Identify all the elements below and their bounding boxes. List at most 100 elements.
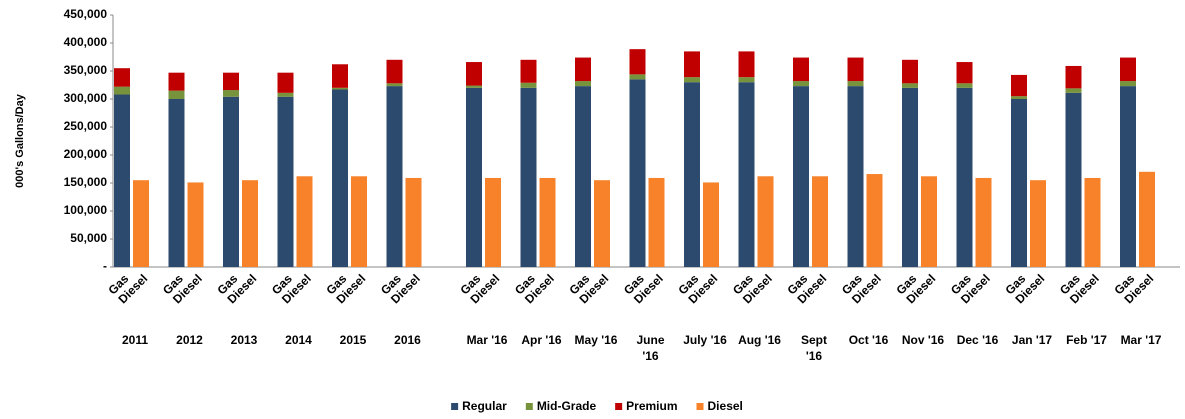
bar-segment	[902, 59, 918, 84]
bar-segment	[757, 176, 774, 267]
x-tick-label: 2013	[230, 333, 258, 347]
bar-segment	[277, 92, 294, 97]
x-tick-label: 2015	[339, 333, 367, 347]
bar-segment	[114, 94, 130, 268]
y-tick-label: 400,000	[64, 35, 108, 49]
x-tick-label: July '16	[683, 333, 727, 347]
bar-segment	[277, 72, 294, 93]
bar-segment	[520, 59, 537, 83]
legend-label: Premium	[626, 399, 677, 413]
bar-segment	[1065, 65, 1082, 89]
x-tick-label: Oct '16	[848, 333, 889, 347]
x-tick-label: 2014	[285, 333, 312, 347]
bar-segment	[703, 182, 719, 267]
bar-segment	[629, 74, 646, 80]
y-tick-label: 50,000	[70, 231, 107, 245]
bar-segment	[187, 182, 204, 267]
bar-segment	[793, 86, 809, 268]
bar-segment	[332, 89, 348, 267]
bar-segment	[1084, 177, 1101, 267]
legend-swatch	[451, 403, 459, 410]
bar-segment	[629, 79, 646, 268]
legend-swatch	[525, 403, 533, 410]
x-tick-label: 2016	[394, 333, 421, 347]
bar-segment	[520, 82, 537, 88]
y-tick-label: 300,000	[64, 91, 108, 105]
bar-segment	[575, 81, 591, 87]
bar-segment	[466, 62, 482, 86]
bar-segment	[793, 81, 809, 87]
bar-segment	[386, 59, 403, 84]
bar-segment	[386, 86, 403, 268]
bar-segment	[1011, 74, 1027, 97]
legend-label: Mid-Grade	[537, 399, 597, 413]
bar-segment	[738, 51, 755, 78]
bar-segment	[847, 86, 864, 268]
x-tick-label: Nov '16	[901, 333, 945, 347]
x-tick-label: Apr '16	[521, 333, 562, 347]
x-tick-label: 2012	[176, 333, 203, 347]
bar-segment	[684, 82, 700, 267]
bar-segment	[1065, 92, 1082, 267]
bar-segment	[629, 49, 646, 75]
bar-segment	[847, 81, 864, 87]
bar-segment	[575, 86, 591, 268]
x-tick-label: Dec '16	[956, 333, 999, 347]
bar-segment	[1120, 57, 1136, 82]
bar-segment	[1011, 99, 1027, 267]
bar-segment	[921, 176, 937, 267]
bar-segment	[223, 90, 239, 97]
bar-segment	[793, 57, 809, 82]
bar-segment	[1139, 171, 1155, 267]
y-axis-label: 000's Gallons/Day	[14, 93, 26, 188]
bar-segment	[386, 83, 403, 87]
bar-segment	[277, 96, 294, 267]
bar-segment	[405, 177, 422, 267]
bar-segment	[738, 77, 755, 83]
bar-segment	[332, 87, 348, 90]
y-tick-label: -	[103, 259, 107, 273]
bar-segment	[168, 90, 185, 99]
bar-segment	[466, 87, 482, 267]
bar-segment	[956, 62, 973, 84]
bar-segment	[648, 177, 665, 267]
y-tick-label: 150,000	[64, 175, 108, 189]
bar-segment	[539, 177, 556, 267]
bar-segment	[975, 177, 992, 267]
bar-segment	[902, 83, 918, 88]
bar-segment	[738, 82, 755, 267]
y-tick-label: 450,000	[64, 7, 108, 21]
x-tick-label: June '16	[636, 333, 665, 363]
x-tick-label: 2011	[121, 333, 149, 347]
bar-segment	[866, 174, 883, 267]
y-tick-label: 100,000	[64, 203, 108, 217]
y-tick-label: 250,000	[64, 119, 108, 133]
bar-segment	[594, 180, 610, 267]
bar-segment	[485, 177, 501, 267]
bar-segment	[133, 180, 149, 267]
x-tick-label: Sept '16	[800, 333, 827, 363]
bar-segment	[847, 57, 864, 82]
bar-segment	[684, 51, 700, 78]
x-tick-label: Feb '17	[1066, 333, 1107, 347]
bar-segment	[1011, 96, 1027, 99]
x-tick-label: Mar '17	[1120, 333, 1162, 347]
bar-segment	[332, 64, 348, 88]
bar-segment	[575, 57, 591, 82]
bar-segment	[684, 77, 700, 83]
bar-segment	[168, 99, 185, 267]
x-tick-label: Aug '16	[738, 333, 781, 347]
bar-segment	[114, 68, 130, 87]
bar-segment	[902, 87, 918, 267]
bar-segment	[466, 85, 482, 88]
bar-segment	[168, 72, 185, 91]
bar-segment	[956, 87, 973, 267]
legend-swatch	[615, 403, 623, 410]
x-tick-label: Jan '17	[1011, 333, 1053, 347]
bar-segment	[1120, 81, 1136, 87]
legend-swatch	[696, 403, 704, 410]
legend-label: Regular	[462, 399, 507, 413]
bar-segment	[1120, 86, 1136, 268]
bar-segment	[520, 87, 537, 267]
